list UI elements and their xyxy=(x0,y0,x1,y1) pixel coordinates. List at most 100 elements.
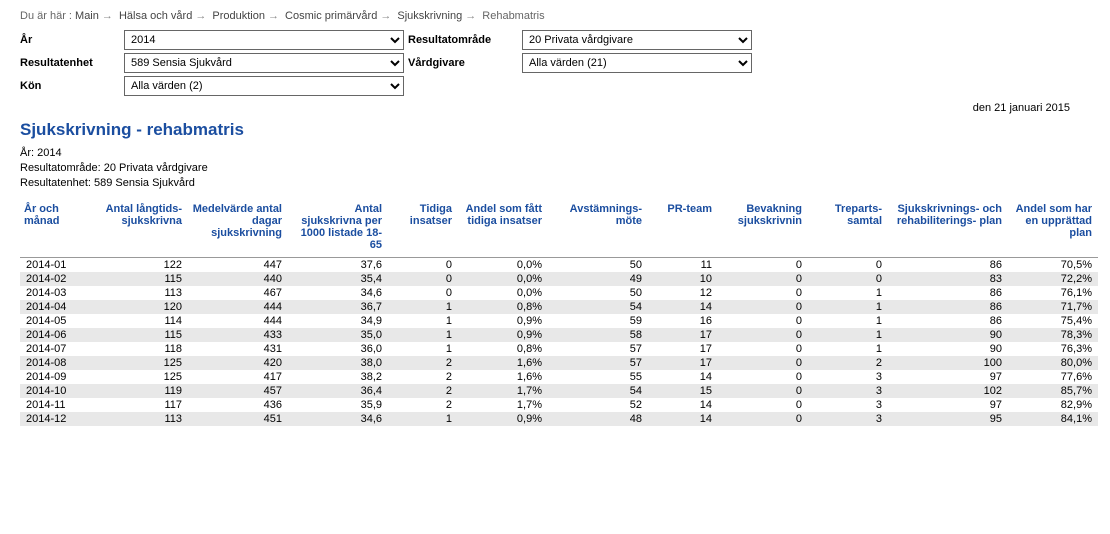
table-cell: 1 xyxy=(388,342,458,356)
table-cell: 90 xyxy=(888,328,1008,342)
resultatenhet-select[interactable]: 589 Sensia Sjukvård xyxy=(124,53,404,73)
table-row: 2014-0112244737,600,0%5011008670,5% xyxy=(20,257,1098,272)
table-cell: 1 xyxy=(388,300,458,314)
table-cell: 113 xyxy=(98,412,188,426)
bc-sep: → xyxy=(192,10,209,22)
table-cell: 444 xyxy=(188,314,288,328)
table-cell: 34,6 xyxy=(288,286,388,300)
table-cell: 80,0% xyxy=(1008,356,1098,370)
table-cell: 57 xyxy=(548,342,648,356)
kon-select[interactable]: Alla värden (2) xyxy=(124,76,404,96)
table-cell: 0 xyxy=(718,328,808,342)
table-col-header: År och månad xyxy=(20,201,98,258)
table-cell: 0 xyxy=(718,356,808,370)
table-cell: 55 xyxy=(548,370,648,384)
table-cell: 0,9% xyxy=(458,314,548,328)
table-col-header: Bevakning sjukskrivnin xyxy=(718,201,808,258)
table-row: 2014-1111743635,921,7%5214039782,9% xyxy=(20,398,1098,412)
table-cell: 97 xyxy=(888,398,1008,412)
table-cell: 2 xyxy=(388,370,458,384)
table-cell: 58 xyxy=(548,328,648,342)
table-cell: 0 xyxy=(718,342,808,356)
table-cell: 76,1% xyxy=(1008,286,1098,300)
table-cell: 35,9 xyxy=(288,398,388,412)
table-cell: 467 xyxy=(188,286,288,300)
table-cell: 52 xyxy=(548,398,648,412)
breadcrumb-item[interactable]: Produktion xyxy=(212,10,265,22)
table-cell: 85,7% xyxy=(1008,384,1098,398)
table-cell: 417 xyxy=(188,370,288,384)
breadcrumb-item[interactable]: Main xyxy=(75,10,99,22)
table-cell: 2 xyxy=(388,384,458,398)
report-title: Sjukskrivning - rehabmatris xyxy=(20,120,1090,140)
table-cell: 95 xyxy=(888,412,1008,426)
vardgivare-select[interactable]: Alla värden (21) xyxy=(522,53,752,73)
table-col-header: Treparts- samtal xyxy=(808,201,888,258)
table-cell: 0,0% xyxy=(458,257,548,272)
table-cell: 35,0 xyxy=(288,328,388,342)
table-cell: 34,9 xyxy=(288,314,388,328)
table-row: 2014-0912541738,221,6%5514039777,6% xyxy=(20,370,1098,384)
table-cell: 0 xyxy=(718,412,808,426)
breadcrumb-item[interactable]: Hälsa och vård xyxy=(119,10,192,22)
table-col-header: Tidiga insatser xyxy=(388,201,458,258)
table-cell: 1 xyxy=(808,314,888,328)
table-cell: 34,6 xyxy=(288,412,388,426)
table-col-header: Andel som fått tidiga insatser xyxy=(458,201,548,258)
table-cell: 0 xyxy=(808,272,888,286)
table-cell: 12 xyxy=(648,286,718,300)
table-cell: 447 xyxy=(188,257,288,272)
table-cell: 76,3% xyxy=(1008,342,1098,356)
table-cell: 0 xyxy=(718,272,808,286)
breadcrumb-item[interactable]: Cosmic primärvård xyxy=(285,10,377,22)
bc-sep: → xyxy=(377,10,394,22)
table-cell: 1,6% xyxy=(458,356,548,370)
table-cell: 100 xyxy=(888,356,1008,370)
table-cell: 114 xyxy=(98,314,188,328)
table-cell: 97 xyxy=(888,370,1008,384)
table-col-header: Avstämnings- möte xyxy=(548,201,648,258)
table-cell: 71,7% xyxy=(1008,300,1098,314)
resultatenhet-label: Resultatenhet xyxy=(20,57,120,69)
table-row: 2014-0711843136,010,8%5717019076,3% xyxy=(20,342,1098,356)
table-cell: 0,8% xyxy=(458,342,548,356)
table-cell: 0,8% xyxy=(458,300,548,314)
bc-sep: → xyxy=(462,10,479,22)
table-cell: 17 xyxy=(648,356,718,370)
breadcrumb-item[interactable]: Sjukskrivning xyxy=(397,10,462,22)
table-cell: 11 xyxy=(648,257,718,272)
table-cell: 84,1% xyxy=(1008,412,1098,426)
table-cell: 35,4 xyxy=(288,272,388,286)
table-cell: 14 xyxy=(648,300,718,314)
table-cell: 1 xyxy=(808,342,888,356)
report-date: den 21 januari 2015 xyxy=(20,102,1070,114)
table-row: 2014-0812542038,021,6%57170210080,0% xyxy=(20,356,1098,370)
table-cell: 122 xyxy=(98,257,188,272)
table-cell: 0 xyxy=(718,314,808,328)
table-cell: 17 xyxy=(648,342,718,356)
table-cell: 50 xyxy=(548,286,648,300)
table-cell: 444 xyxy=(188,300,288,314)
table-cell: 82,9% xyxy=(1008,398,1098,412)
data-table: År och månadAntal långtids- sjukskrivnaM… xyxy=(20,201,1098,426)
table-cell: 1 xyxy=(808,300,888,314)
table-cell: 2014-10 xyxy=(20,384,98,398)
table-cell: 431 xyxy=(188,342,288,356)
resultatomrade-label: Resultatområde xyxy=(408,34,518,46)
table-cell: 3 xyxy=(808,412,888,426)
ar-select[interactable]: 2014 xyxy=(124,30,404,50)
bc-sep: → xyxy=(265,10,282,22)
table-cell: 15 xyxy=(648,384,718,398)
table-cell: 0 xyxy=(718,257,808,272)
table-col-header: Andel som har en upprättad plan xyxy=(1008,201,1098,258)
table-cell: 36,4 xyxy=(288,384,388,398)
table-col-header: Medelvärde antal dagar sjukskrivning xyxy=(188,201,288,258)
resultatomrade-select[interactable]: 20 Privata vårdgivare xyxy=(522,30,752,50)
table-cell: 38,2 xyxy=(288,370,388,384)
table-cell: 2014-09 xyxy=(20,370,98,384)
table-col-header: Antal sjukskrivna per 1000 listade 18-65 xyxy=(288,201,388,258)
table-cell: 2014-07 xyxy=(20,342,98,356)
table-cell: 1,7% xyxy=(458,398,548,412)
vardgivare-label: Vårdgivare xyxy=(408,57,518,69)
table-cell: 0,9% xyxy=(458,328,548,342)
